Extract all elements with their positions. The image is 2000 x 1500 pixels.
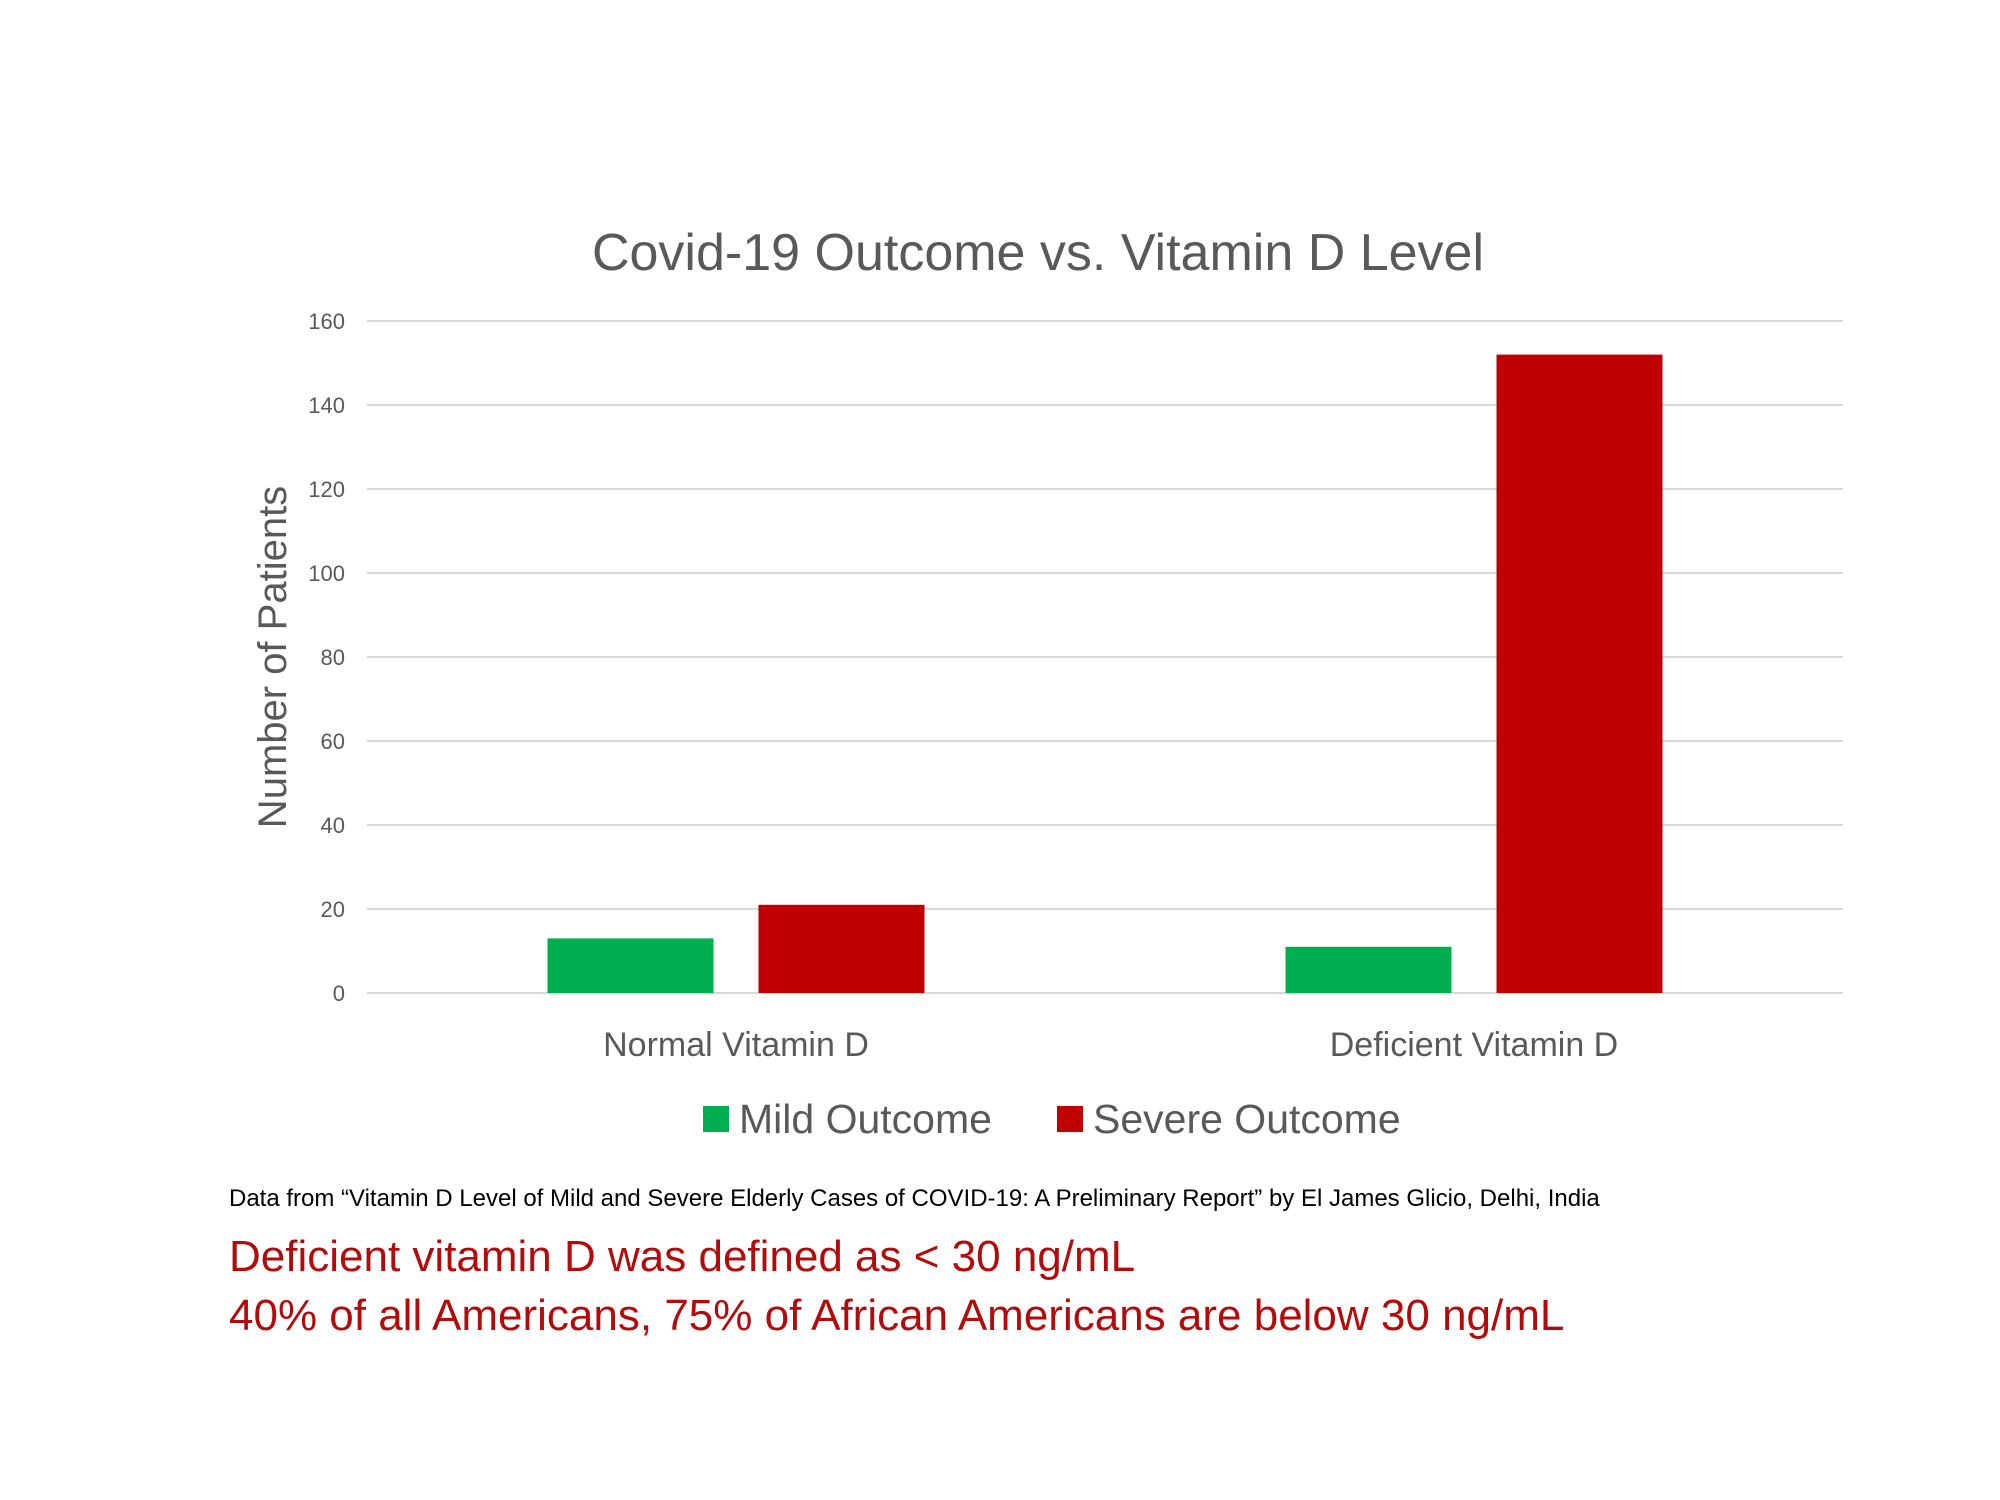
legend-label: Mild Outcome: [739, 1096, 992, 1142]
y-tick-label: 0: [333, 981, 345, 1006]
y-axis-ticks: 0 20 40 60 80 100 120 140 160: [308, 309, 345, 1006]
y-tick-label: 40: [321, 813, 345, 838]
bar-mild-outcome-1: [547, 938, 714, 993]
bar-chart: Covid-19 Outcome vs. Vitamin D Level Num…: [251, 224, 1843, 1142]
bar-severe-outcome-2: [1496, 354, 1663, 994]
bar-mild-outcome-2: [1285, 946, 1452, 993]
legend-label: Severe Outcome: [1093, 1096, 1401, 1142]
y-tick-label: 140: [308, 393, 345, 418]
deficiency-definition-note: Deficient vitamin D was defined as < 30 …: [229, 1232, 1136, 1281]
legend-swatch: [1057, 1106, 1083, 1132]
y-tick-label: 100: [308, 561, 345, 586]
y-tick-label: 120: [308, 477, 345, 502]
legend: Mild Outcome Severe Outcome: [703, 1096, 1401, 1142]
chart-title: Covid-19 Outcome vs. Vitamin D Level: [592, 224, 1484, 282]
x-category-label: Normal Vitamin D: [603, 1026, 869, 1064]
bars: [547, 354, 1663, 994]
bar-severe-outcome-1: [758, 904, 925, 993]
y-tick-label: 60: [321, 729, 345, 754]
x-axis-categories: Normal Vitamin D Deficient Vitamin D: [603, 1026, 1618, 1064]
legend-swatch: [703, 1106, 729, 1132]
source-note: Data from “Vitamin D Level of Mild and S…: [229, 1185, 1600, 1212]
y-tick-label: 160: [308, 309, 345, 334]
x-category-label: Deficient Vitamin D: [1330, 1026, 1619, 1064]
population-note: 40% of all Americans, 75% of African Ame…: [229, 1291, 1565, 1340]
y-axis-label: Number of Patients: [251, 486, 295, 828]
gridlines: [367, 320, 1843, 994]
y-tick-label: 20: [321, 897, 345, 922]
y-tick-label: 80: [321, 645, 345, 670]
